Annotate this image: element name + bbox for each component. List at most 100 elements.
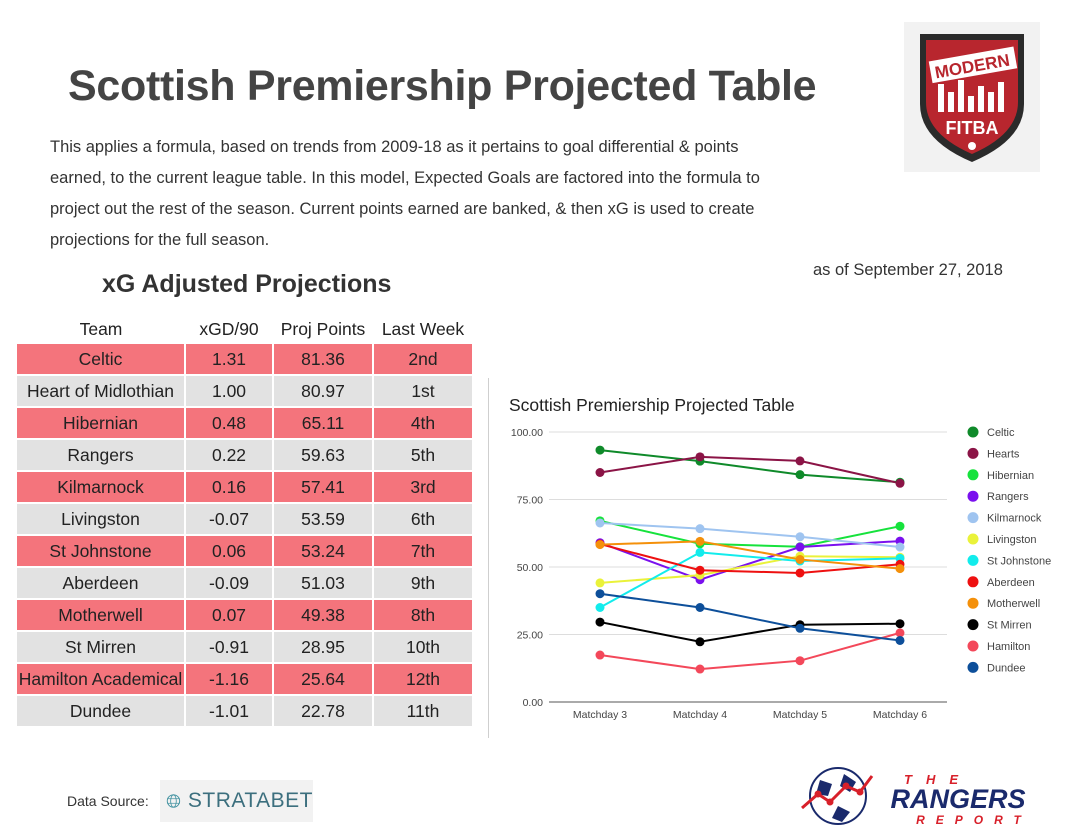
legend-marker [967,640,979,652]
cell-xgd: 0.07 [185,599,274,632]
table-row: Livingston -0.07 53.59 6th [17,503,474,536]
data-point [595,589,605,599]
legend-marker [967,554,979,566]
chart-title: Scottish Premiership Projected Table [509,395,795,415]
table-row: Kilmarnock 0.16 57.41 3rd [17,471,474,504]
data-point [795,542,805,552]
data-point [895,635,905,645]
x-tick-label: Matchday 5 [773,709,827,721]
series-line [599,521,901,549]
legend-marker [967,447,979,459]
page-title: Scottish Premiership Projected Table [68,62,817,110]
cell-last-week: 1st [373,375,474,408]
cell-team: Dundee [17,695,186,728]
legend-marker [967,597,979,609]
cell-last-week: 7th [373,535,474,568]
cell-xgd: 0.48 [185,407,274,440]
legend-label: St Johnstone [987,555,1051,567]
modern-fitba-line2: FITBA [946,118,999,138]
y-tick-label: 0.00 [523,697,544,709]
y-tick-label: 100.00 [511,427,543,439]
data-point [695,547,705,557]
cell-proj-points: 57.41 [273,471,374,504]
table-row: Hibernian 0.48 65.11 4th [17,407,474,440]
data-point [795,532,805,542]
legend-label: Hearts [987,448,1020,460]
data-point [595,617,605,627]
series-line [599,540,901,570]
cell-xgd: -0.09 [185,567,274,600]
series-line [599,621,901,643]
cell-proj-points: 25.64 [273,663,374,696]
data-point [595,603,605,612]
cell-last-week: 2nd [373,344,474,376]
legend-label: Hamilton [987,641,1030,653]
data-point [595,468,605,477]
series-line [599,543,901,574]
data-point [595,518,605,528]
cell-team: Kilmarnock [17,471,186,504]
cell-proj-points: 80.97 [273,375,374,408]
modern-fitba-logo: MODERN FITBA [904,22,1040,172]
cell-xgd: 1.00 [185,375,274,408]
data-point [895,542,905,552]
cell-proj-points: 53.59 [273,503,374,536]
table-row: Aberdeen -0.09 51.03 9th [17,567,474,600]
table-row: St Mirren -0.91 28.95 10th [17,631,474,664]
data-point [595,445,605,455]
table-row: St Johnstone 0.06 53.24 7th [17,535,474,568]
series-line [599,455,901,485]
cell-last-week: 4th [373,407,474,440]
legend-marker [967,576,979,588]
table-row: Hamilton Academical -1.16 25.64 12th [17,663,474,696]
projections-subtitle: xG Adjusted Projections [102,270,392,298]
legend-marker [967,490,979,502]
cell-proj-points: 28.95 [273,631,374,664]
cell-proj-points: 49.38 [273,599,374,632]
cell-last-week: 10th [373,631,474,664]
series-line [599,540,901,581]
cell-team: Heart of Midlothian [17,375,186,408]
header-team: Team [79,318,123,339]
series-line [599,551,901,609]
cell-team: St Johnstone [17,535,186,568]
data-point [695,524,705,534]
data-point [795,656,805,666]
data-point [595,650,605,660]
cell-last-week: 9th [373,567,474,600]
data-point [695,452,705,462]
cell-xgd: -1.16 [185,663,274,696]
cell-proj-points: 51.03 [273,567,374,600]
table-header-row: Team xGD/90 Proj Points Last Week [17,314,473,344]
legend-label: Celtic [987,427,1015,439]
rangers-report-line2: RANGERS [890,784,1025,814]
cell-proj-points: 65.11 [273,407,374,440]
cell-proj-points: 81.36 [273,344,374,376]
cell-proj-points: 59.63 [273,439,374,472]
data-point [895,619,905,629]
data-point [595,540,605,550]
legend-label: Livingston [987,534,1037,546]
page-description: This applies a formula, based on trends … [50,138,760,249]
chart-svg: Scottish Premiership Projected Table 0.00… [509,395,1051,721]
cell-xgd: 1.31 [185,344,274,376]
header-proj-points: Proj Points [280,318,366,339]
cell-xgd: -0.07 [185,503,274,536]
data-point [695,603,705,612]
legend-marker [967,512,979,524]
y-tick-label: 75.00 [517,495,543,507]
cell-last-week: 11th [373,695,474,728]
cell-xgd: 0.16 [185,471,274,504]
cell-last-week: 3rd [373,471,474,504]
data-point [795,554,805,564]
rangers-report-logo: THE RANGERS REPORT [798,762,1048,830]
cell-xgd: 0.22 [185,439,274,472]
cell-team: Livingston [17,503,186,536]
legend-label: Hibernian [987,470,1034,482]
legend-label: Rangers [987,491,1029,503]
stratabet-logo: STRATABET [160,780,313,822]
series-line [599,519,901,548]
series-line [599,631,901,671]
table-row: Heart of Midlothian 1.00 80.97 1st [17,375,474,408]
data-source-label: Data Source: [67,793,149,809]
